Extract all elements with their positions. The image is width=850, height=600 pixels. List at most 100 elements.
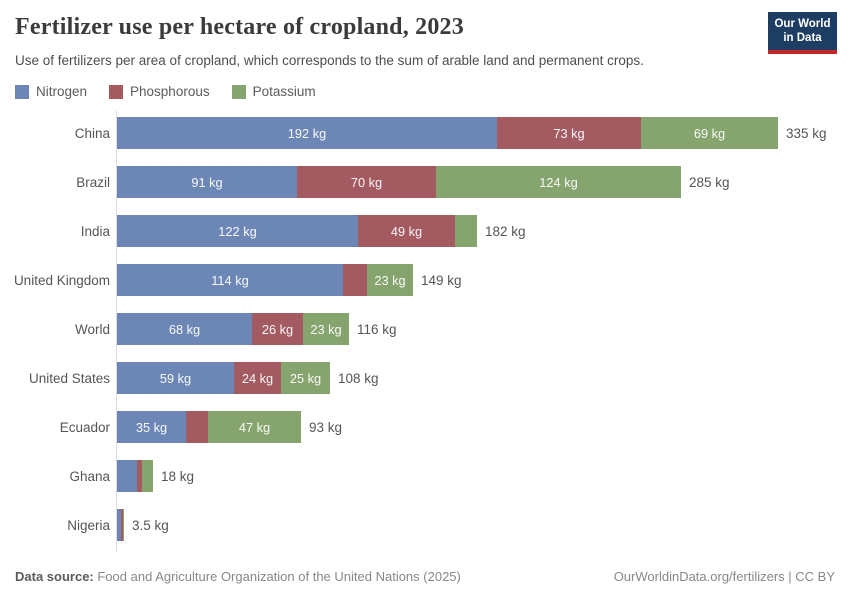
chart-row: Nigeria 3.5 kg xyxy=(0,509,850,541)
category-label: China xyxy=(74,125,110,141)
bar-value-label: 114 kg xyxy=(211,272,249,288)
bar-segment-nitrogen[interactable]: 114 kg xyxy=(117,264,343,296)
bar-value-label: 25 kg xyxy=(289,370,322,386)
chart-row: China 192 kg 73 kg 69 kg 335 kg xyxy=(0,117,850,149)
category-label: United States xyxy=(28,370,110,386)
bar-track: 18 kg xyxy=(117,460,194,492)
bar-value-label: 47 kg xyxy=(238,419,271,435)
bar-segment-potassium[interactable]: 23 kg xyxy=(303,313,349,345)
chart-row: India 122 kg 49 kg 182 kg xyxy=(0,215,850,247)
bar-segment-nitrogen[interactable]: 35 kg xyxy=(117,411,186,443)
bar-total-label: 335 kg xyxy=(786,125,827,141)
license-link[interactable]: OurWorldinData.org/fertilizers | CC BY xyxy=(613,569,835,584)
bar-track: 68 kg 26 kg 23 kg 116 kg xyxy=(117,313,397,345)
bar-value-label: 68 kg xyxy=(168,321,201,337)
bar-segment-nitrogen[interactable]: 192 kg xyxy=(117,117,497,149)
legend-label: Phosphorous xyxy=(130,84,210,99)
legend-item-potassium[interactable]: Potassium xyxy=(231,84,316,99)
bar-segment-potassium[interactable] xyxy=(123,509,124,541)
bar-track: 91 kg 70 kg 124 kg 285 kg xyxy=(117,166,730,198)
chart-row: Ghana 18 kg xyxy=(0,460,850,492)
bar-segment-potassium[interactable] xyxy=(455,215,477,247)
bar-segment-phosphorous[interactable] xyxy=(137,460,142,492)
chart-row: United States 59 kg 24 kg 25 kg 108 kg xyxy=(0,362,850,394)
owid-logo-line2: in Data xyxy=(783,32,822,45)
bar-value-label: 26 kg xyxy=(261,321,294,337)
bar-segment-potassium[interactable]: 47 kg xyxy=(208,411,301,443)
phosphorous-swatch-icon xyxy=(109,84,124,99)
bar-track: 114 kg 23 kg 149 kg xyxy=(117,264,462,296)
bar-track: 192 kg 73 kg 69 kg 335 kg xyxy=(117,117,827,149)
bar-segment-potassium[interactable]: 23 kg xyxy=(367,264,413,296)
legend-item-nitrogen[interactable]: Nitrogen xyxy=(15,84,87,99)
bar-value-label: 124 kg xyxy=(539,174,578,190)
bar-segment-nitrogen[interactable]: 122 kg xyxy=(117,215,358,247)
bar-value-label: 59 kg xyxy=(159,370,192,386)
bar-segment-phosphorous[interactable] xyxy=(121,509,123,541)
data-source-text: Food and Agriculture Organization of the… xyxy=(93,569,461,584)
bar-value-label: 23 kg xyxy=(310,321,342,337)
bar-segment-phosphorous[interactable] xyxy=(343,264,367,296)
bar-value-label: 23 kg xyxy=(374,272,406,288)
legend-item-phosphorous[interactable]: Phosphorous xyxy=(109,84,210,99)
owid-logo-line1: Our World xyxy=(774,18,831,30)
chart-footer: Data source: Food and Agriculture Organi… xyxy=(15,569,835,584)
bar-track: 3.5 kg xyxy=(117,509,169,541)
bar-value-label: 35 kg xyxy=(135,419,168,435)
bar-track: 59 kg 24 kg 25 kg 108 kg xyxy=(117,362,379,394)
category-label: Brazil xyxy=(76,174,110,190)
bar-total-label: 182 kg xyxy=(485,223,526,239)
chart-row: Ecuador 35 kg 47 kg 93 kg xyxy=(0,411,850,443)
y-axis-line xyxy=(116,111,117,552)
bar-segment-nitrogen[interactable]: 91 kg xyxy=(117,166,297,198)
category-label: India xyxy=(80,223,110,239)
bar-total-label: 93 kg xyxy=(309,419,343,435)
chart-row: World 68 kg 26 kg 23 kg 116 kg xyxy=(0,313,850,345)
bar-segment-potassium[interactable]: 25 kg xyxy=(281,362,330,394)
category-label: Ghana xyxy=(69,468,110,484)
bar-value-label: 91 kg xyxy=(191,174,223,190)
legend-label: Potassium xyxy=(252,84,316,99)
bar-track: 35 kg 47 kg 93 kg xyxy=(117,411,342,443)
nitrogen-swatch-icon xyxy=(15,84,29,99)
data-source-label: Data source: xyxy=(15,569,94,584)
chart-subtitle: Use of fertilizers per area of cropland,… xyxy=(15,53,644,68)
bar-value-label: 70 kg xyxy=(350,174,383,190)
chart-row: United Kingdom 114 kg 23 kg 149 kg xyxy=(0,264,850,296)
owid-logo[interactable]: Our World in Data xyxy=(768,12,837,54)
bar-value-label: 122 kg xyxy=(218,223,257,239)
bar-segment-phosphorous[interactable] xyxy=(186,411,208,443)
bar-total-label: 116 kg xyxy=(357,321,397,337)
bar-value-label: 69 kg xyxy=(693,125,726,141)
chart-row: Brazil 91 kg 70 kg 124 kg 285 kg xyxy=(0,166,850,198)
bar-segment-phosphorous[interactable]: 73 kg xyxy=(497,117,641,149)
bar-value-label: 192 kg xyxy=(287,125,327,141)
bar-total-label: 149 kg xyxy=(421,272,462,288)
bar-segment-phosphorous[interactable]: 70 kg xyxy=(297,166,436,198)
bar-segment-nitrogen[interactable]: 59 kg xyxy=(117,362,234,394)
potassium-swatch-icon xyxy=(231,84,246,99)
legend-label: Nitrogen xyxy=(36,84,88,99)
chart-legend: Nitrogen Phosphorous Potassium xyxy=(15,84,316,99)
bar-total-label: 3.5 kg xyxy=(132,517,169,533)
bar-segment-nitrogen[interactable] xyxy=(117,509,121,541)
bar-segment-nitrogen[interactable] xyxy=(117,460,137,492)
bar-segment-nitrogen[interactable]: 68 kg xyxy=(117,313,252,345)
bar-segment-potassium[interactable] xyxy=(142,460,153,492)
bar-total-label: 285 kg xyxy=(689,174,730,190)
bar-total-label: 108 kg xyxy=(338,370,379,386)
bar-segment-potassium[interactable]: 69 kg xyxy=(641,117,778,149)
bar-total-label: 18 kg xyxy=(161,468,195,484)
bar-segment-phosphorous[interactable]: 49 kg xyxy=(358,215,455,247)
category-label: Ecuador xyxy=(59,419,110,435)
category-label: United Kingdom xyxy=(13,272,110,288)
bar-segment-phosphorous[interactable]: 24 kg xyxy=(234,362,281,394)
bar-segment-phosphorous[interactable]: 26 kg xyxy=(252,313,303,345)
category-label: World xyxy=(74,321,110,337)
bar-segment-potassium[interactable]: 124 kg xyxy=(436,166,681,198)
bar-track: 122 kg 49 kg 182 kg xyxy=(117,215,526,247)
category-label: Nigeria xyxy=(67,517,110,533)
page-title: Fertilizer use per hectare of cropland, … xyxy=(15,14,464,40)
bar-value-label: 73 kg xyxy=(553,125,585,141)
chart-rows: China 192 kg 73 kg 69 kg 335 kg Brazil 91 kg 70… xyxy=(0,117,850,558)
